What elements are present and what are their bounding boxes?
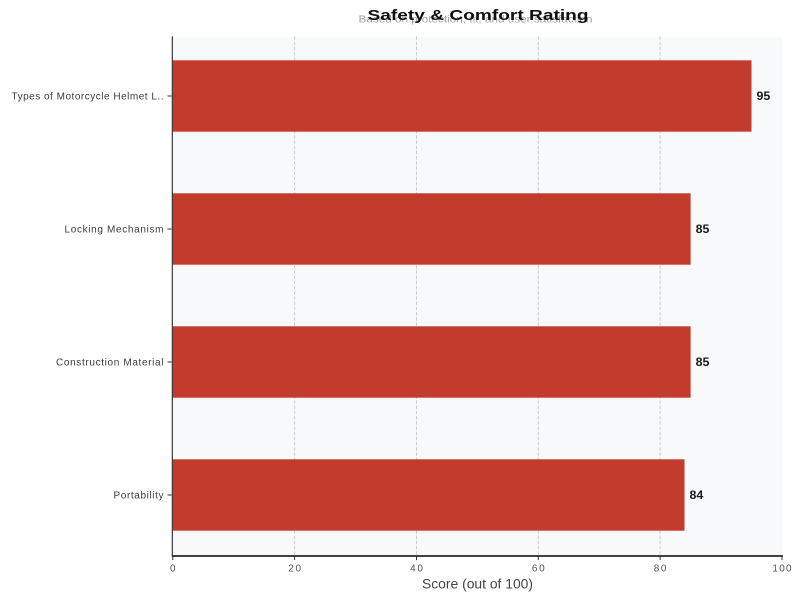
svg-text:85: 85 (696, 355, 710, 369)
svg-text:40: 40 (410, 564, 423, 575)
svg-text:100: 100 (772, 564, 792, 575)
svg-text:0: 0 (170, 564, 176, 575)
svg-text:95: 95 (757, 89, 771, 103)
svg-text:Based on protection, fit, and: Based on protection, fit, and user satis… (359, 14, 593, 25)
svg-text:60: 60 (532, 564, 545, 575)
svg-text:20: 20 (288, 564, 301, 575)
svg-text:Construction Material: Construction Material (56, 358, 164, 369)
svg-text:Score (out of 100): Score (out of 100) (422, 577, 533, 592)
svg-text:Safety & Comfort Rating: Safety & Comfort Rating (368, 7, 589, 24)
svg-text:Locking Mechanism: Locking Mechanism (65, 225, 164, 236)
svg-text:84: 84 (690, 488, 704, 502)
svg-text:80: 80 (654, 564, 667, 575)
svg-text:Types of Motorcycle Helmet L..: Types of Motorcycle Helmet L.. (12, 92, 164, 103)
svg-text:85: 85 (696, 222, 710, 236)
svg-text:Portability: Portability (114, 491, 164, 502)
